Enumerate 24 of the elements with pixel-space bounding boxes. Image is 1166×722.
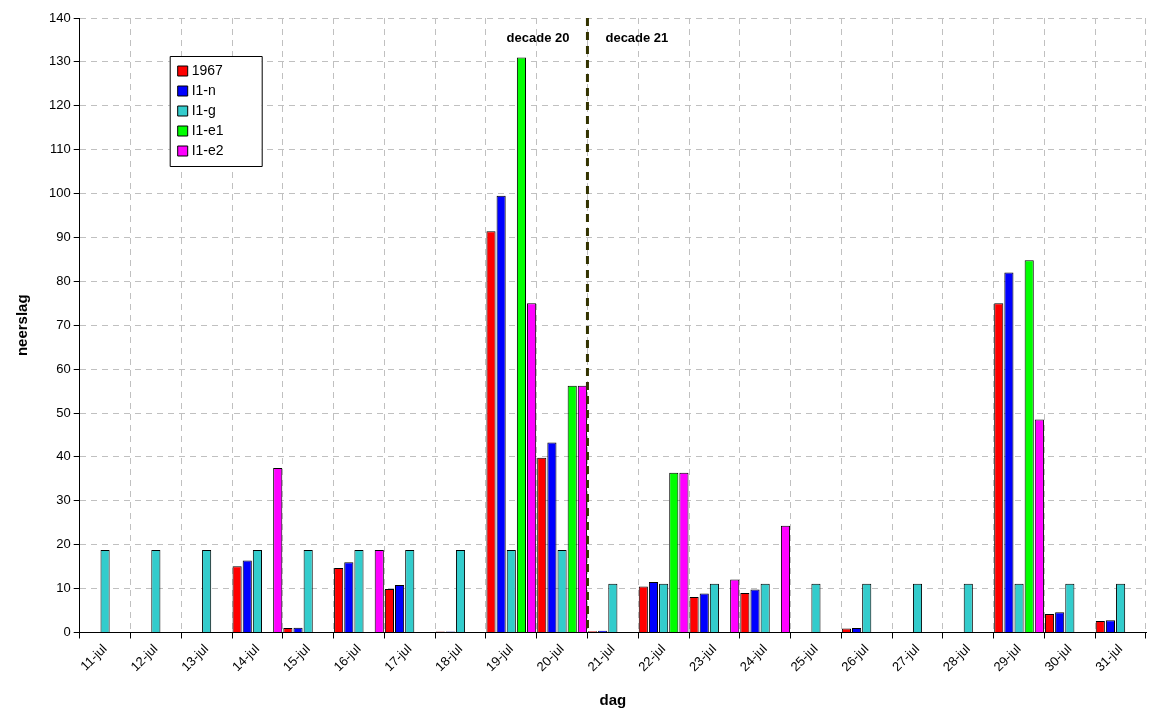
y-tick-label: 30 bbox=[56, 492, 71, 508]
y-tick-label: 130 bbox=[48, 53, 71, 69]
legend-label: 1967 bbox=[191, 61, 224, 78]
y-tick-label: 60 bbox=[56, 360, 71, 376]
x-axis-title: dag bbox=[599, 691, 627, 709]
y-tick-label: 50 bbox=[56, 404, 71, 420]
legend-label: I1-e1 bbox=[191, 121, 224, 138]
y-tick-label: 20 bbox=[56, 536, 71, 552]
y-tick-label: 100 bbox=[48, 185, 71, 201]
legend-label: I1-n bbox=[191, 81, 216, 98]
y-axis-title: neerslag bbox=[13, 294, 31, 357]
y-tick-label: 40 bbox=[56, 448, 71, 464]
y-tick-label: 110 bbox=[49, 141, 71, 157]
legend-label: I1-e2 bbox=[191, 141, 224, 158]
y-tick-label: 120 bbox=[48, 97, 71, 113]
annotation: decade 21 bbox=[605, 29, 669, 45]
legend-label: I1-g bbox=[191, 101, 216, 118]
y-tick-label: 140 bbox=[48, 9, 71, 25]
y-tick-label: 0 bbox=[63, 624, 71, 640]
y-tick-label: 70 bbox=[56, 316, 71, 332]
y-tick-label: 80 bbox=[56, 272, 71, 288]
y-tick-label: 90 bbox=[56, 229, 71, 245]
y-tick-label: 10 bbox=[56, 580, 71, 596]
annotation: decade 20 bbox=[506, 29, 570, 45]
